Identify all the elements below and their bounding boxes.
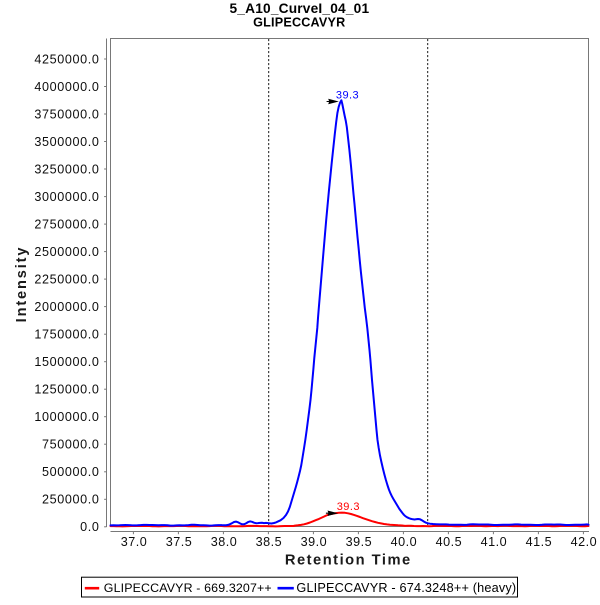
svg-text:GLIPECCAVYR - 669.3207++: GLIPECCAVYR - 669.3207++ bbox=[104, 581, 272, 595]
svg-text:39.3: 39.3 bbox=[336, 89, 359, 101]
svg-text:37.5: 37.5 bbox=[166, 535, 193, 549]
svg-text:41.0: 41.0 bbox=[481, 535, 508, 549]
svg-text:2500000.0: 2500000.0 bbox=[34, 245, 99, 259]
svg-text:0.0: 0.0 bbox=[80, 520, 99, 534]
svg-text:37.0: 37.0 bbox=[121, 535, 148, 549]
svg-text:42.0: 42.0 bbox=[571, 535, 598, 549]
svg-text:39.0: 39.0 bbox=[301, 535, 328, 549]
svg-text:1250000.0: 1250000.0 bbox=[34, 383, 99, 397]
svg-text:4250000.0: 4250000.0 bbox=[34, 52, 99, 66]
svg-text:1500000.0: 1500000.0 bbox=[34, 355, 99, 369]
svg-text:4000000.0: 4000000.0 bbox=[34, 80, 99, 94]
svg-text:41.5: 41.5 bbox=[526, 535, 553, 549]
svg-text:39.5: 39.5 bbox=[346, 535, 373, 549]
svg-text:38.0: 38.0 bbox=[211, 535, 238, 549]
svg-text:GLIPECCAVYR: GLIPECCAVYR bbox=[253, 15, 345, 29]
svg-text:3750000.0: 3750000.0 bbox=[34, 107, 99, 121]
svg-text:38.5: 38.5 bbox=[256, 535, 283, 549]
svg-text:250000.0: 250000.0 bbox=[42, 493, 100, 507]
svg-text:39.3: 39.3 bbox=[337, 501, 360, 513]
svg-text:2250000.0: 2250000.0 bbox=[34, 273, 99, 287]
svg-text:500000.0: 500000.0 bbox=[42, 465, 100, 479]
svg-text:40.5: 40.5 bbox=[436, 535, 463, 549]
svg-text:5_A10_CurveI_04_01: 5_A10_CurveI_04_01 bbox=[229, 1, 369, 16]
svg-text:1000000.0: 1000000.0 bbox=[34, 410, 99, 424]
svg-text:40.0: 40.0 bbox=[391, 535, 418, 549]
svg-text:Intensity: Intensity bbox=[14, 246, 30, 323]
svg-text:2000000.0: 2000000.0 bbox=[34, 300, 99, 314]
svg-text:Retention Time: Retention Time bbox=[285, 553, 412, 569]
svg-text:2750000.0: 2750000.0 bbox=[34, 218, 99, 232]
svg-text:1750000.0: 1750000.0 bbox=[34, 328, 99, 342]
svg-text:GLIPECCAVYR - 674.3248++ (heav: GLIPECCAVYR - 674.3248++ (heavy) bbox=[296, 581, 516, 595]
svg-text:3250000.0: 3250000.0 bbox=[34, 162, 99, 176]
svg-text:3500000.0: 3500000.0 bbox=[34, 135, 99, 149]
svg-text:3000000.0: 3000000.0 bbox=[34, 190, 99, 204]
svg-text:750000.0: 750000.0 bbox=[42, 438, 100, 452]
